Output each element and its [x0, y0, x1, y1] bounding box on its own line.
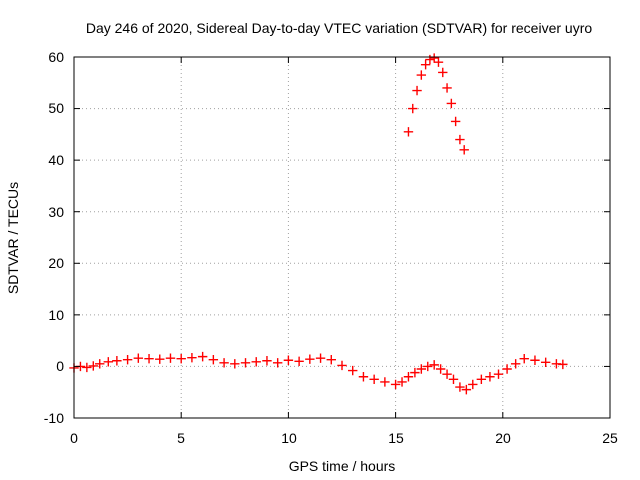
- data-point: [429, 53, 439, 63]
- data-point: [455, 134, 465, 145]
- data-point: [240, 358, 251, 368]
- data-point: [144, 353, 154, 364]
- data-point: [112, 356, 122, 366]
- data-point: [433, 57, 444, 67]
- data-point: [82, 362, 92, 373]
- data-point: [448, 374, 459, 385]
- data-point: [369, 374, 379, 385]
- x-tick-label: 10: [281, 430, 297, 446]
- data-point: [468, 379, 478, 390]
- data-point: [294, 356, 304, 366]
- data-point: [197, 351, 208, 362]
- y-tick-label: -10: [44, 410, 64, 426]
- data-point: [476, 374, 487, 385]
- data-point: [502, 364, 512, 374]
- data-point: [358, 372, 369, 382]
- data-point: [315, 353, 326, 363]
- chart-title: Day 246 of 2020, Sidereal Day-to-day VTE…: [86, 20, 592, 36]
- data-point: [530, 355, 540, 365]
- data-point: [390, 379, 401, 390]
- data-point: [230, 359, 240, 369]
- data-point: [438, 67, 448, 78]
- y-tick-labels: -10 0 10 20 30 40 50 60: [44, 49, 64, 426]
- y-tick-label: 30: [48, 204, 64, 220]
- data-point: [485, 372, 495, 382]
- data-point: [403, 127, 414, 137]
- y-tick-label: 50: [48, 100, 64, 116]
- data-point: [558, 359, 568, 370]
- data-point: [459, 145, 469, 155]
- data-point: [435, 364, 446, 374]
- data-point: [305, 354, 315, 364]
- series-SDTVAR: [69, 53, 568, 395]
- data-marks: [69, 53, 568, 395]
- x-tick-label: 15: [388, 430, 404, 446]
- data-point: [408, 103, 418, 114]
- data-point: [442, 83, 452, 93]
- data-point: [493, 369, 504, 379]
- data-point: [461, 384, 472, 395]
- data-point: [155, 354, 165, 364]
- data-point: [208, 355, 219, 365]
- data-point: [337, 360, 347, 371]
- y-tick-label: 60: [48, 49, 64, 65]
- y-tick-label: 20: [48, 255, 64, 271]
- data-point: [219, 358, 229, 368]
- data-point: [165, 353, 176, 363]
- data-point: [410, 367, 420, 378]
- data-point: [397, 377, 407, 387]
- x-tick-label: 20: [495, 430, 511, 446]
- x-axis-label: GPS time / hours: [289, 458, 396, 474]
- x-tick-label: 5: [177, 430, 185, 446]
- data-point: [455, 382, 465, 392]
- y-axis-label: SDTVAR / TECUs: [5, 182, 21, 294]
- data-point: [429, 360, 439, 370]
- data-point: [416, 364, 427, 374]
- data-point: [348, 365, 358, 376]
- data-point: [540, 357, 551, 368]
- x-tick-labels: 0 5 10 15 20 25: [70, 430, 618, 446]
- data-point: [88, 361, 98, 371]
- plot-frame: [73, 56, 611, 419]
- data-point: [380, 377, 390, 387]
- data-point: [95, 359, 105, 369]
- data-point: [412, 85, 422, 96]
- data-point: [510, 359, 521, 369]
- data-point: [122, 355, 133, 365]
- data-point: [262, 356, 272, 366]
- data-point: [442, 369, 452, 379]
- x-tick-label: 0: [70, 430, 78, 446]
- data-point: [103, 357, 114, 367]
- data-point: [133, 353, 144, 363]
- data-point: [420, 60, 431, 70]
- data-point: [187, 352, 197, 363]
- data-point: [446, 98, 457, 109]
- x-tick-label: 25: [602, 430, 618, 446]
- data-point: [251, 357, 261, 367]
- y-tick-label: 0: [56, 358, 64, 374]
- data-point: [403, 372, 414, 382]
- data-point: [176, 353, 186, 364]
- data-point: [272, 358, 283, 368]
- y-tick-label: 40: [48, 152, 64, 168]
- data-point: [519, 353, 529, 364]
- y-tick-label: 10: [48, 307, 64, 323]
- data-point: [416, 70, 427, 80]
- data-point: [450, 116, 461, 127]
- data-point: [283, 355, 294, 365]
- data-point: [423, 361, 433, 372]
- data-point: [326, 355, 336, 365]
